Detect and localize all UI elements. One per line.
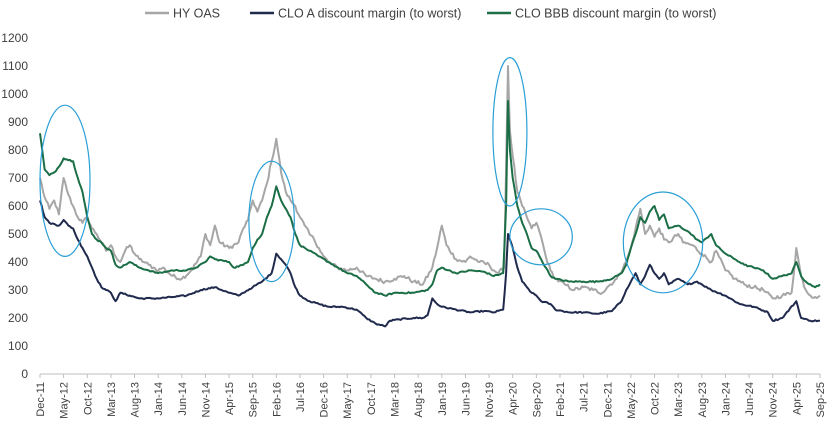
- x-tick-label: May-12: [59, 382, 71, 419]
- x-tick-label: Dec-16: [319, 382, 331, 417]
- y-tick-label: 1200: [1, 31, 28, 45]
- line-chart: HY OAS CLO A discount margin (to worst) CL…: [0, 0, 830, 434]
- x-tick-label: Feb-16: [271, 382, 283, 417]
- y-tick-label: 1000: [1, 87, 28, 101]
- x-tick-label: Oct-17: [366, 382, 378, 415]
- x-tick-label: Mar-13: [106, 382, 118, 417]
- y-tick-label: 900: [8, 115, 28, 129]
- x-tick-label: Mar-18: [390, 382, 402, 417]
- x-tick-label: May-22: [626, 382, 638, 419]
- y-axis: 0 100 200 300 400 500 600 700 800 900 1000 1100 1200: [1, 31, 28, 381]
- legend-label-0: HY OAS: [173, 7, 220, 21]
- x-tick-label: Apr-20: [508, 382, 520, 415]
- x-tick-label: Sep-20: [531, 382, 543, 417]
- x-axis: Dec-11 May-12 Oct-12 Mar-13 Aug-13 Jan-14 Jun-…: [35, 374, 827, 419]
- legend-label-1: CLO A discount margin (to worst): [278, 7, 461, 21]
- x-tick-label: Dec-21: [602, 382, 614, 417]
- y-tick-label: 800: [8, 143, 28, 157]
- legend: HY OAS CLO A discount margin (to worst) CL…: [145, 7, 716, 21]
- x-tick-label: Jan-24: [720, 382, 732, 416]
- y-tick-label: 200: [8, 311, 28, 325]
- series-layer: [40, 66, 820, 326]
- x-tick-label: Aug-23: [697, 382, 709, 417]
- y-tick-label: 0: [21, 367, 28, 381]
- x-tick-label: Oct-22: [650, 382, 662, 415]
- y-tick-label: 500: [8, 227, 28, 241]
- x-tick-label: Nov-19: [484, 382, 496, 417]
- y-tick-label: 300: [8, 283, 28, 297]
- x-tick-label: Dec-11: [35, 382, 47, 417]
- x-tick-label: Jun-14: [177, 382, 189, 416]
- y-tick-label: 700: [8, 171, 28, 185]
- x-tick-label: May-17: [342, 382, 354, 419]
- x-tick-label: Jun-24: [744, 382, 756, 416]
- y-tick-label: 100: [8, 339, 28, 353]
- x-tick-label: Sep-15: [248, 382, 260, 417]
- y-tick-label: 1100: [2, 59, 28, 73]
- series-line-2: [40, 101, 820, 296]
- series-line-0: [40, 66, 820, 299]
- series-line-1: [40, 200, 820, 326]
- x-tick-label: Aug-13: [130, 382, 142, 417]
- x-tick-label: Sep-25: [815, 382, 827, 417]
- annotation-ellipse-1: [249, 161, 294, 281]
- x-tick-label: Jan-19: [437, 382, 449, 416]
- x-tick-label: Jun-19: [460, 382, 472, 416]
- x-tick-label: Apr-25: [791, 382, 803, 415]
- x-tick-label: Jul-21: [579, 382, 591, 412]
- x-tick-label: Jan-14: [153, 382, 165, 416]
- annotation-ellipse-4: [623, 192, 702, 293]
- x-tick-label: Feb-21: [555, 382, 567, 417]
- x-tick-label: Apr-15: [224, 382, 236, 415]
- y-tick-label: 600: [8, 199, 28, 213]
- x-tick-label: Oct-12: [82, 382, 94, 415]
- x-tick-label: Jul-16: [295, 382, 307, 412]
- x-tick-label: Aug-18: [413, 382, 425, 417]
- y-tick-label: 400: [8, 255, 28, 269]
- legend-label-2: CLO BBB discount margin (to worst): [515, 7, 716, 21]
- x-tick-label: Nov-24: [768, 382, 780, 417]
- x-tick-label: Nov-14: [200, 382, 212, 417]
- x-tick-label: Mar-23: [673, 382, 685, 417]
